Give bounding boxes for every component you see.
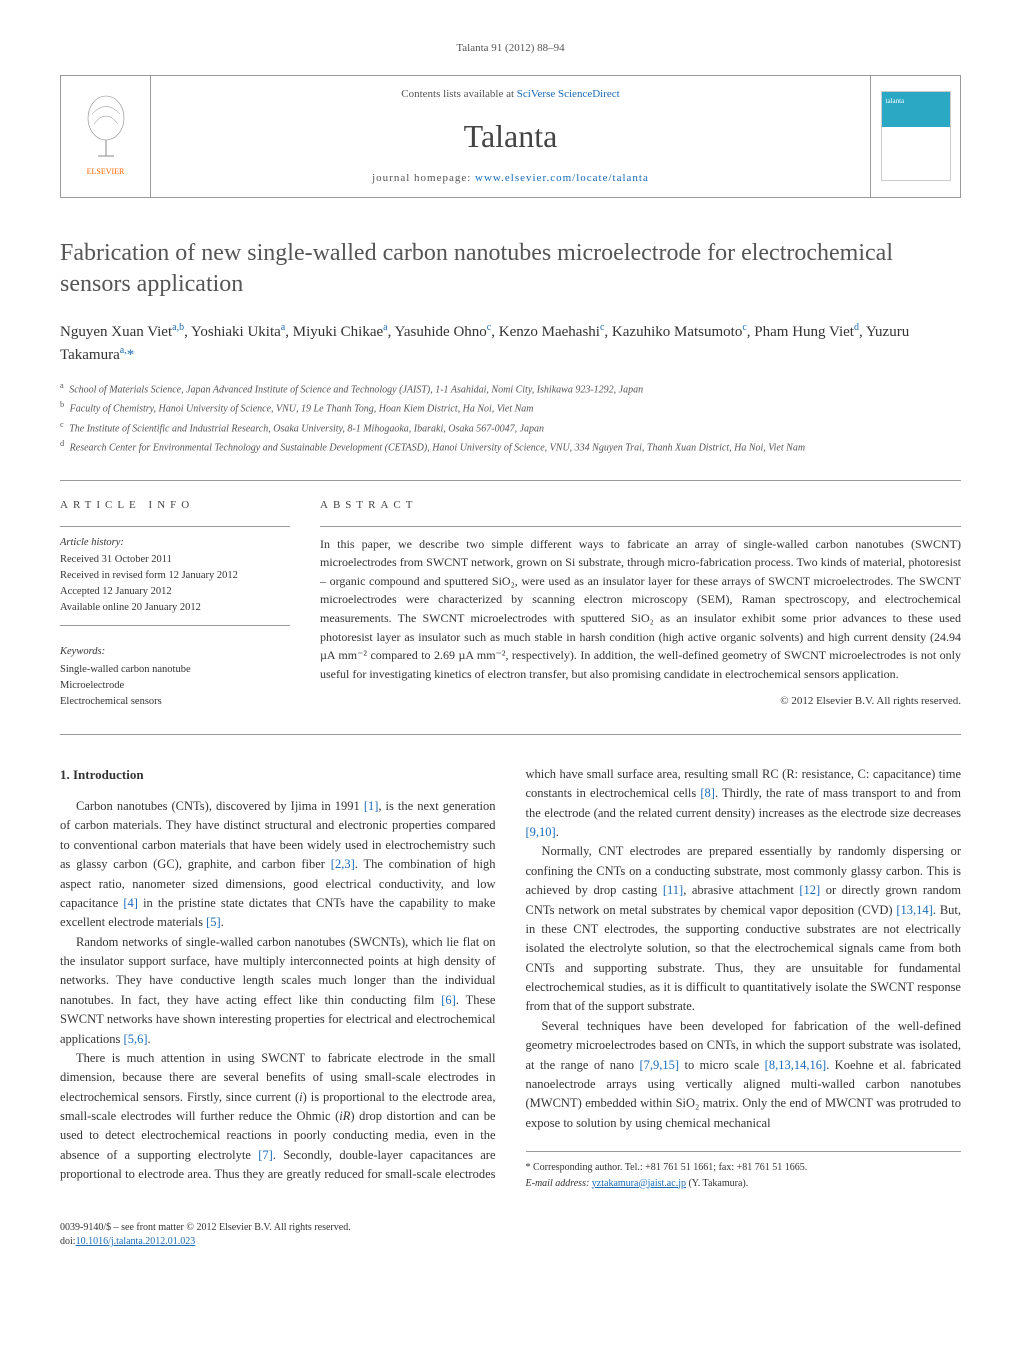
footer-meta: 0039-9140/$ – see front matter © 2012 El… xyxy=(60,1221,961,1249)
history-label: Article history: xyxy=(60,535,290,551)
elsevier-logo: ELSEVIER xyxy=(78,94,134,178)
history-item: Received 31 October 2011 xyxy=(60,552,290,568)
publisher-logo: ELSEVIER xyxy=(61,76,151,197)
divider-info2 xyxy=(60,625,290,626)
keyword-item: Electrochemical sensors xyxy=(60,694,290,710)
body-paragraph: Normally, CNT electrodes are prepared es… xyxy=(526,842,962,1016)
publisher-name: ELSEVIER xyxy=(87,167,125,176)
section-heading-1: 1. Introduction xyxy=(60,765,496,785)
history-item: Accepted 12 January 2012 xyxy=(60,584,290,600)
journal-cover-thumb: talanta xyxy=(870,76,960,197)
body-paragraph: Several techniques have been developed f… xyxy=(526,1017,962,1133)
article-info-column: ARTICLE INFO Article history: Received 3… xyxy=(60,497,290,710)
article-info-head: ARTICLE INFO xyxy=(60,497,290,514)
cover-label: talanta xyxy=(886,97,905,105)
abstract-head: ABSTRACT xyxy=(320,497,961,514)
contents-line: Contents lists available at SciVerse Sci… xyxy=(171,86,850,103)
doi-link[interactable]: 10.1016/j.talanta.2012.01.023 xyxy=(76,1236,196,1247)
authors-list: Nguyen Xuan Vieta,b, Yoshiaki Ukitaa, Mi… xyxy=(60,320,961,367)
affiliations-list: a School of Materials Science, Japan Adv… xyxy=(60,379,961,456)
body-text: 1. Introduction Carbon nanotubes (CNTs),… xyxy=(60,765,961,1191)
keyword-item: Single-walled carbon nanotube xyxy=(60,662,290,678)
email-suffix: (Y. Takamura). xyxy=(686,1178,748,1189)
abstract-text: In this paper, we describe two simple di… xyxy=(320,535,961,684)
journal-homepage-link[interactable]: www.elsevier.com/locate/talanta xyxy=(475,172,649,184)
cover-image: talanta xyxy=(881,91,951,181)
keyword-item: Microelectrode xyxy=(60,678,290,694)
journal-reference: Talanta 91 (2012) 88–94 xyxy=(60,40,961,57)
body-paragraph: Carbon nanotubes (CNTs), discovered by I… xyxy=(60,797,496,933)
history-item: Available online 20 January 2012 xyxy=(60,600,290,616)
contents-prefix: Contents lists available at xyxy=(401,88,516,100)
journal-header: ELSEVIER Contents lists available at Sci… xyxy=(60,75,961,198)
affiliation-item: a School of Materials Science, Japan Adv… xyxy=(60,379,961,398)
homepage-prefix: journal homepage: xyxy=(372,172,475,184)
article-title: Fabrication of new single-walled carbon … xyxy=(60,238,961,300)
affiliation-item: b Faculty of Chemistry, Hanoi University… xyxy=(60,398,961,417)
homepage-line: journal homepage: www.elsevier.com/locat… xyxy=(171,170,850,187)
issn-line: 0039-9140/$ – see front matter © 2012 El… xyxy=(60,1221,961,1235)
abstract-column: ABSTRACT In this paper, we describe two … xyxy=(320,497,961,710)
corresponding-label: * Corresponding author. Tel.: +81 761 51… xyxy=(526,1160,962,1176)
doi-prefix: doi: xyxy=(60,1236,76,1247)
header-center: Contents lists available at SciVerse Sci… xyxy=(151,76,870,197)
corresponding-author-footer: * Corresponding author. Tel.: +81 761 51… xyxy=(526,1151,962,1191)
email-label: E-mail address: xyxy=(526,1178,592,1189)
history-item: Received in revised form 12 January 2012 xyxy=(60,568,290,584)
keywords-label: Keywords: xyxy=(60,644,290,660)
abstract-copyright: © 2012 Elsevier B.V. All rights reserved… xyxy=(320,693,961,710)
affiliation-item: c The Institute of Scientific and Indust… xyxy=(60,418,961,437)
info-abstract-row: ARTICLE INFO Article history: Received 3… xyxy=(60,481,961,734)
body-paragraph: Random networks of single-walled carbon … xyxy=(60,933,496,1049)
sciencedirect-link[interactable]: SciVerse ScienceDirect xyxy=(517,88,620,100)
affiliation-item: d Research Center for Environmental Tech… xyxy=(60,437,961,456)
divider-bottom xyxy=(60,734,961,735)
corresponding-email-link[interactable]: yztakamura@jaist.ac.jp xyxy=(592,1178,686,1189)
journal-name: Talanta xyxy=(171,112,850,160)
